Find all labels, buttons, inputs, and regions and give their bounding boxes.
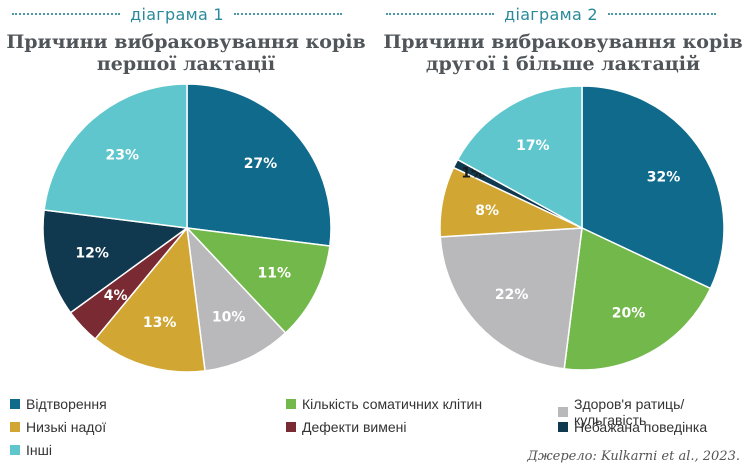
- chart2-title: Причини вибраковування корів другої і бі…: [383, 31, 743, 75]
- chart1-slice-label-behavior: 12%: [75, 245, 109, 261]
- chart1-slice-hoof: [185, 225, 287, 372]
- legend-item-udder: Дефекти вимені: [286, 419, 407, 435]
- chart1-slice-other: [43, 83, 188, 229]
- legend-item-behavior: Небажана поведінка: [558, 419, 707, 435]
- dotted-rule: [12, 13, 121, 15]
- chart2-slice-hoof: [439, 227, 583, 370]
- chart1-panel-label: діаграма 1: [130, 4, 224, 24]
- dotted-rule: [233, 13, 343, 15]
- chart1-slice-label-somatic: 11%: [257, 265, 291, 281]
- chart1-slice-label-hoof: 10%: [212, 310, 246, 326]
- legend-swatch: [558, 422, 568, 432]
- legend-swatch: [286, 422, 296, 432]
- chart2-slice-label-low_yield: 8%: [475, 203, 499, 219]
- chart2-slice-label-other: 17%: [516, 138, 550, 154]
- dotted-rule: [607, 13, 717, 15]
- chart2-slice-somatic: [563, 226, 712, 371]
- chart1-slice-reproduction: [186, 83, 332, 247]
- chart1-slice-label-low_yield: 13%: [143, 315, 177, 331]
- chart1-slice-low_yield: [94, 226, 206, 373]
- legend-label: Відтворення: [26, 396, 107, 412]
- chart2-slice-label-reproduction: 32%: [647, 169, 681, 185]
- chart2-slice-label-hoof: 22%: [495, 287, 529, 303]
- legend-item-reproduction: Відтворення: [10, 396, 107, 412]
- legend-swatch: [558, 407, 568, 417]
- chart2-title-line2: другої і більше лактацій: [425, 53, 701, 75]
- legend-swatch: [10, 422, 20, 432]
- legend-label: Низькі надої: [26, 419, 107, 435]
- legend-label: Дефекти вимені: [302, 419, 407, 435]
- legend-item-somatic: Кількість соматичних клітин: [286, 396, 482, 412]
- chart2-slice-label-somatic: 20%: [612, 306, 646, 322]
- dotted-rule: [386, 13, 495, 15]
- chart1-title: Причини вибраковування корів першої лакт…: [6, 31, 366, 75]
- chart1-slice-somatic: [185, 226, 331, 335]
- legend-swatch: [286, 399, 296, 409]
- legend-item-low_yield: Низькі надої: [10, 419, 106, 435]
- chart1-title-line2: першої лактації: [96, 53, 276, 75]
- legend-label: Інші: [26, 442, 52, 458]
- chart1-slice-label-reproduction: 27%: [244, 156, 278, 172]
- legend-label: Здоров'я ратиць/кульгавість: [574, 396, 685, 428]
- chart1-title-line1: Причини вибраковування корів: [6, 31, 366, 53]
- legend-item-hoof: Здоров'я ратиць/кульгавість: [558, 396, 750, 428]
- legend-label: Кількість соматичних клітин: [302, 396, 483, 412]
- legend-label: Небажана поведінка: [574, 419, 708, 435]
- chart2-slice-other: [456, 85, 583, 230]
- legend: Відтворення Кількість соматичних клітин Зд…: [0, 392, 750, 462]
- chart1-panel-tag: діаграма 1: [12, 4, 343, 24]
- chart2-panel-tag: діаграма 2: [386, 4, 717, 24]
- legend-item-other: Інші: [10, 442, 52, 458]
- source-note: Джерело: Kulkarni et al., 2023.: [527, 449, 740, 464]
- legend-swatch: [10, 445, 20, 455]
- chart2-panel-label: діаграма 2: [504, 4, 598, 24]
- chart1-slice-behavior: [42, 209, 189, 314]
- chart1-slice-label-other: 23%: [105, 148, 139, 164]
- legend-swatch: [10, 399, 20, 409]
- chart1-slice-label-udder: 4%: [104, 288, 128, 304]
- chart2-title-line1: Причини вибраковування корів: [383, 31, 743, 53]
- chart2-slice-reproduction: [581, 85, 725, 290]
